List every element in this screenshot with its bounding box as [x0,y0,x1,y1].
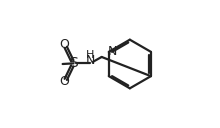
Text: N: N [86,54,95,67]
Text: S: S [69,56,78,70]
Text: O: O [60,38,70,51]
Text: O: O [60,75,70,88]
Text: H: H [86,50,94,60]
Text: N: N [107,45,117,58]
